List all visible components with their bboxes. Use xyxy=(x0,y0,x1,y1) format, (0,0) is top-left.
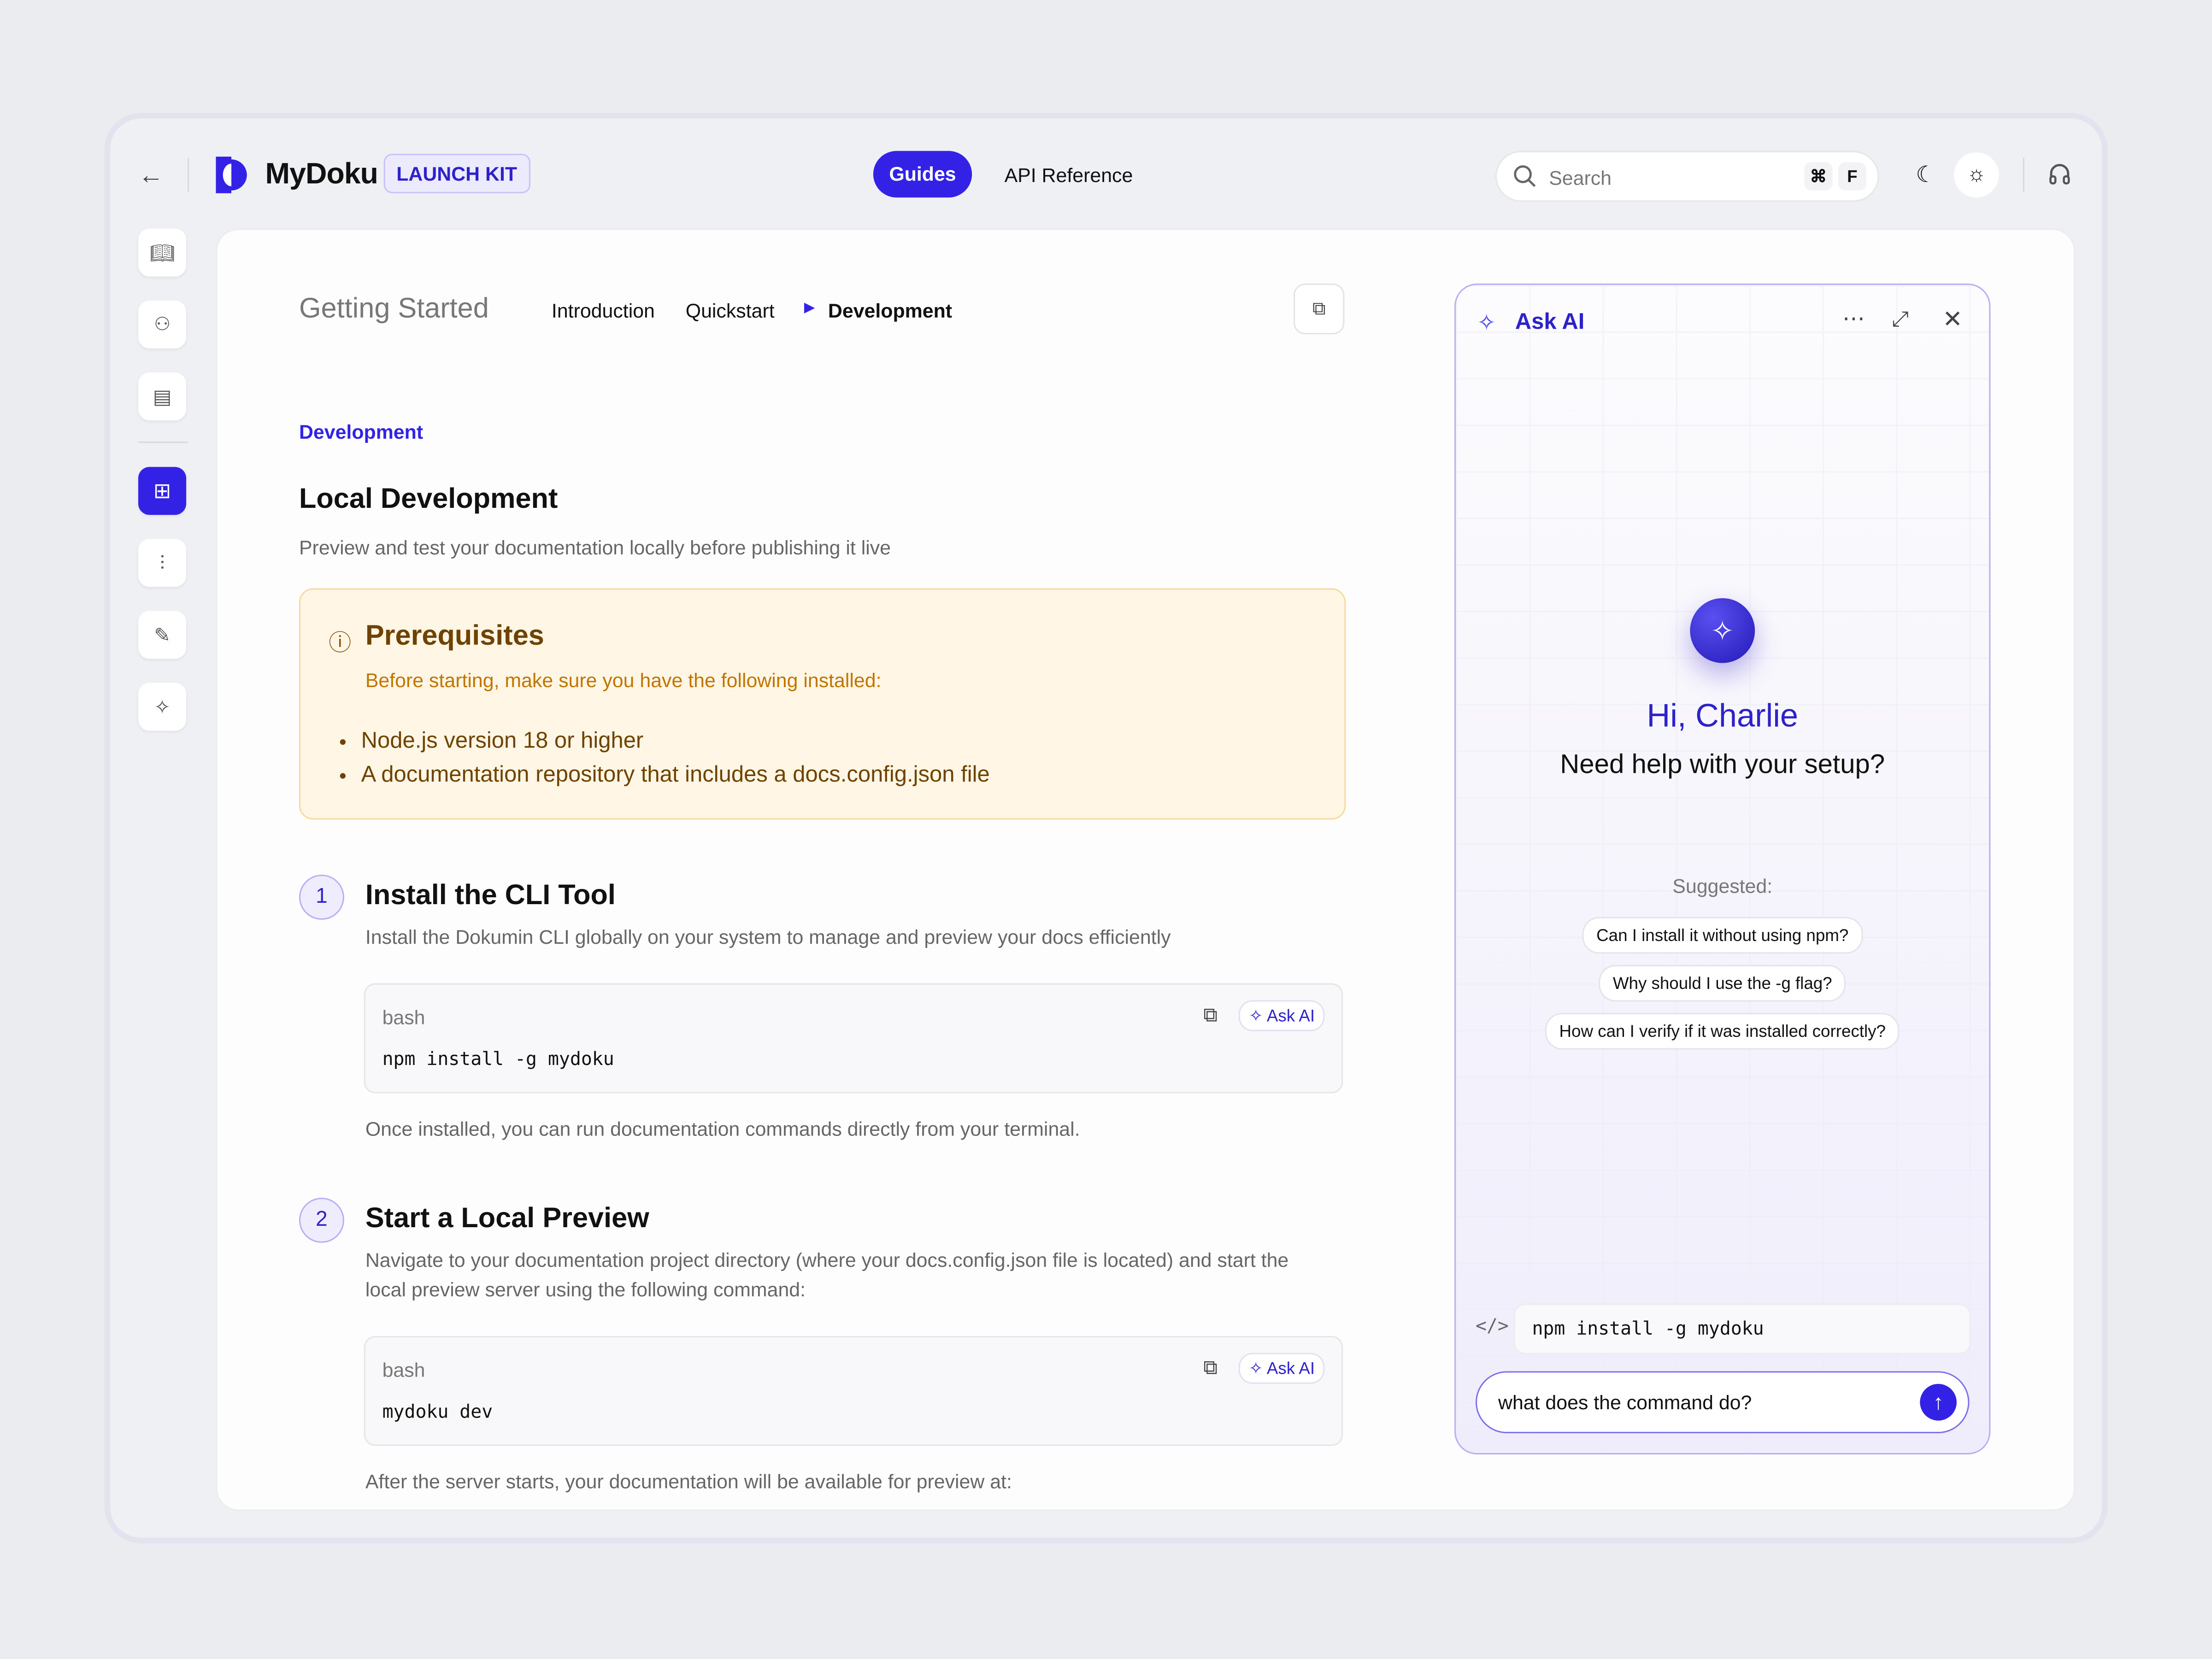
nav-tab-guides[interactable]: Guides xyxy=(873,151,972,198)
greeting: Hi, Charlie xyxy=(1647,697,1799,734)
sidebar-item-document[interactable]: ▤ xyxy=(138,372,187,421)
current-marker-icon: ▶ xyxy=(804,300,815,316)
breadcrumb-quickstart[interactable]: Quickstart xyxy=(685,299,775,322)
suggestion-chip[interactable]: How can I verify if it was installed cor… xyxy=(1545,1012,1900,1050)
prerequisites-callout: ⓘ Prerequisites Before starting, make su… xyxy=(299,588,1346,820)
app-window: ← MyDoku LAUNCH KIT Guides API Reference… xyxy=(110,118,2102,1538)
grid-icon: ⊞ xyxy=(153,479,171,504)
code-block: bash mydoku dev ⧉ ✧ Ask AI xyxy=(364,1335,1343,1446)
page-subtitle: Preview and test your documentation loca… xyxy=(299,536,891,559)
back-button[interactable]: ← xyxy=(138,160,164,189)
panel-title: Ask AI xyxy=(1515,310,1585,335)
send-button[interactable]: ↑ xyxy=(1920,1384,1957,1421)
page-title: Local Development xyxy=(299,483,558,515)
team-icon: ⚇ xyxy=(154,313,171,335)
list-item: Node.js version 18 or higher xyxy=(361,725,990,759)
context-code: npm install -g mydoku xyxy=(1513,1303,1971,1354)
nav-tab-api-reference[interactable]: API Reference xyxy=(1004,164,1133,187)
code-language: bash xyxy=(382,1358,425,1381)
search-placeholder: Search xyxy=(1549,166,1612,189)
callout-description: Before starting, make sure you have the … xyxy=(365,669,882,691)
book-icon: 📖︎ xyxy=(149,240,175,263)
step-number: 2 xyxy=(299,1197,344,1243)
step-description: Navigate to your documentation project d… xyxy=(365,1248,1289,1271)
copy-icon: ⧉ xyxy=(1312,297,1326,319)
document-icon: ▤ xyxy=(153,384,172,407)
copy-page-button[interactable]: ⧉ xyxy=(1294,283,1345,335)
sidebar-item-pen[interactable]: ✎ xyxy=(138,611,187,659)
headset-icon[interactable] xyxy=(2048,162,2071,188)
dark-mode-moon-icon[interactable]: ☾ xyxy=(1916,164,1936,188)
sidebar-item-sliders[interactable]: ⫶ xyxy=(138,539,187,587)
greeting-question: Need help with your setup? xyxy=(1560,750,1885,780)
main-content: Getting Started Introduction Quickstart … xyxy=(216,228,2076,1511)
shortcut-key-cmd: ⌘ xyxy=(1804,162,1833,191)
light-mode-sun-button[interactable]: ☼ xyxy=(1953,152,1999,198)
ai-orb-icon: ✧ xyxy=(1690,598,1755,663)
breadcrumb-development[interactable]: Development xyxy=(828,299,953,322)
sidebar-item-grid[interactable]: ⊞ xyxy=(138,467,187,515)
ask-ai-code-button[interactable]: ✧ Ask AI xyxy=(1239,1353,1325,1384)
magic-wand-icon: ✧ xyxy=(154,694,171,718)
code-language: bash xyxy=(382,1006,425,1029)
callout-title: Prerequisites xyxy=(365,620,544,652)
suggested-label: Suggested: xyxy=(1672,874,1773,897)
step-note: Once installed, you can run documentatio… xyxy=(365,1117,1080,1140)
arrow-up-icon: ↑ xyxy=(1933,1390,1944,1414)
close-icon[interactable]: ✕ xyxy=(1942,306,1963,333)
code-block: bash npm install -g mydoku ⧉ ✧ Ask AI xyxy=(364,983,1343,1094)
sparkle-icon: ✧ xyxy=(1248,1006,1267,1026)
ask-ai-label: Ask AI xyxy=(1266,1358,1315,1378)
brand-name: MyDoku xyxy=(265,158,378,191)
step-title: Start a Local Preview xyxy=(365,1203,649,1235)
code-icon: </> xyxy=(1476,1316,1509,1338)
step-note: After the server starts, your documentat… xyxy=(365,1470,1012,1493)
sidebar-divider xyxy=(138,441,188,443)
ask-ai-label: Ask AI xyxy=(1266,1006,1315,1026)
chat-input-value: what does the command do? xyxy=(1498,1391,1752,1414)
pen-icon: ✎ xyxy=(154,623,171,646)
launch-kit-badge: LAUNCH KIT xyxy=(383,153,530,194)
eyebrow-label: Development xyxy=(299,420,424,443)
suggestion-chip[interactable]: Why should I use the -g flag? xyxy=(1599,965,1847,1002)
step-description: Install the Dokumin CLI globally on your… xyxy=(365,925,1171,948)
code-command[interactable]: npm install -g mydoku xyxy=(382,1049,614,1071)
divider xyxy=(188,158,189,192)
code-command[interactable]: mydoku dev xyxy=(382,1402,493,1424)
list-item: A documentation repository that includes… xyxy=(361,759,990,793)
shortcut-key-f: F xyxy=(1838,162,1866,191)
search-input[interactable]: Search ⌘ F xyxy=(1495,151,1879,202)
suggestion-chip[interactable]: Can I install it without using npm? xyxy=(1582,917,1863,954)
alert-icon: ⓘ xyxy=(329,632,352,656)
step-title: Install the CLI Tool xyxy=(365,880,616,912)
sliders-icon: ⫶ xyxy=(159,551,165,574)
section-title: Getting Started xyxy=(299,293,489,325)
logo-icon xyxy=(216,156,247,194)
sidebar-item-team[interactable]: ⚇ xyxy=(138,300,187,349)
sidebar-item-magic[interactable]: ✧ xyxy=(138,682,187,731)
ask-ai-panel: ✧ Ask AI ⋯ ⤢ ✕ ✧ Hi, Charlie Need help w… xyxy=(1454,283,1991,1455)
search-icon xyxy=(1514,165,1536,187)
sparkle-icon: ✧ xyxy=(1248,1358,1267,1378)
step-number: 1 xyxy=(299,874,344,920)
divider xyxy=(2023,158,2024,192)
copy-code-icon[interactable]: ⧉ xyxy=(1203,1003,1218,1026)
more-options-icon[interactable]: ⋯ xyxy=(1842,307,1865,332)
expand-icon[interactable]: ⤢ xyxy=(1892,307,1909,332)
step-description-cont: local preview server using the following… xyxy=(365,1278,806,1301)
context-code-text: npm install -g mydoku xyxy=(1532,1319,1764,1341)
sparkle-icon: ✧ xyxy=(1477,312,1496,336)
ask-ai-code-button[interactable]: ✧ Ask AI xyxy=(1239,1000,1325,1031)
breadcrumb-introduction[interactable]: Introduction xyxy=(551,299,655,322)
chat-input[interactable]: what does the command do? ↑ xyxy=(1476,1371,1970,1434)
copy-code-icon[interactable]: ⧉ xyxy=(1203,1355,1218,1378)
sidebar-item-book[interactable]: 📖︎ xyxy=(138,228,187,276)
